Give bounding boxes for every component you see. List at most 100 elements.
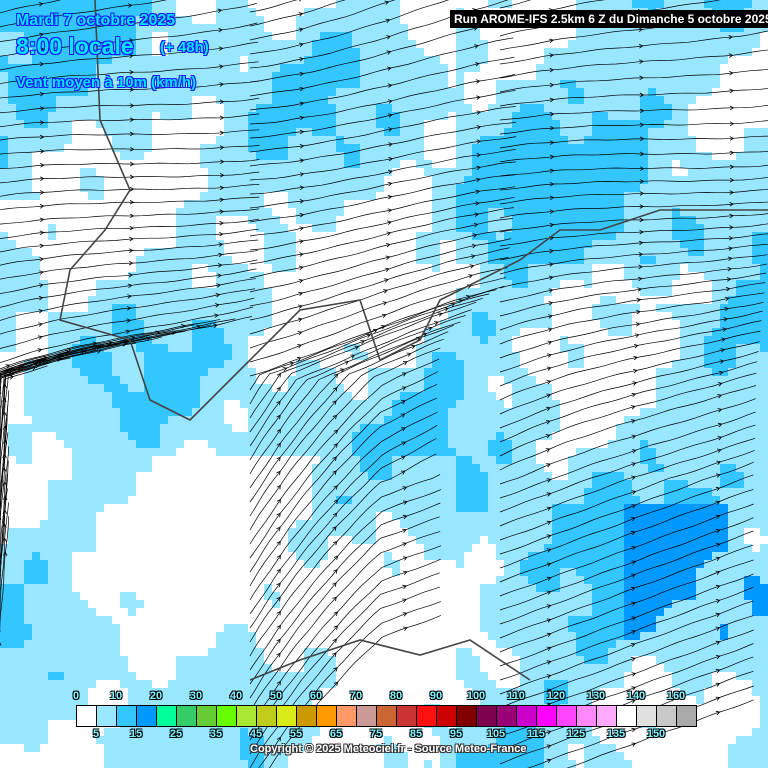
wind-cell	[408, 128, 416, 136]
wind-cell	[32, 424, 40, 432]
wind-cell	[528, 536, 536, 544]
wind-cell	[168, 328, 176, 336]
wind-cell	[624, 184, 632, 192]
wind-cell	[160, 72, 168, 80]
wind-cell	[144, 344, 152, 352]
wind-cell	[64, 56, 72, 64]
wind-cell	[312, 400, 320, 408]
wind-cell	[128, 376, 136, 384]
wind-cell	[576, 456, 584, 464]
wind-cell	[208, 360, 216, 368]
wind-cell	[104, 72, 112, 80]
wind-cell	[480, 120, 488, 128]
wind-cell	[56, 504, 64, 512]
wind-cell	[320, 376, 328, 384]
wind-cell	[656, 128, 664, 136]
wind-cell	[296, 208, 304, 216]
wind-cell	[336, 520, 344, 528]
wind-cell	[664, 120, 672, 128]
wind-cell	[224, 352, 232, 360]
wind-cell	[656, 152, 664, 160]
wind-cell	[688, 432, 696, 440]
wind-cell	[432, 264, 440, 272]
wind-cell	[408, 40, 416, 48]
wind-cell	[392, 392, 400, 400]
wind-cell	[592, 464, 600, 472]
wind-cell	[128, 480, 136, 488]
wind-cell	[328, 408, 336, 416]
wind-cell	[696, 80, 704, 88]
wind-cell	[0, 168, 8, 176]
wind-cell	[672, 96, 680, 104]
wind-cell	[712, 272, 720, 280]
wind-cell	[512, 184, 520, 192]
wind-cell	[280, 408, 288, 416]
wind-cell	[480, 592, 488, 600]
wind-cell	[264, 176, 272, 184]
wind-cell	[384, 480, 392, 488]
wind-cell	[56, 344, 64, 352]
wind-cell	[680, 520, 688, 528]
wind-cell	[632, 0, 640, 8]
wind-cell	[104, 360, 112, 368]
wind-cell	[496, 264, 504, 272]
wind-cell	[624, 168, 632, 176]
wind-cell	[8, 24, 16, 32]
wind-cell	[232, 40, 240, 48]
wind-cell	[528, 384, 536, 392]
wind-cell	[744, 280, 752, 288]
wind-cell	[344, 40, 352, 48]
wind-cell	[512, 576, 520, 584]
wind-cell	[512, 216, 520, 224]
wind-cell	[8, 104, 16, 112]
wind-cell	[592, 544, 600, 552]
wind-cell	[760, 512, 768, 520]
wind-cell	[424, 432, 432, 440]
wind-cell	[176, 80, 184, 88]
wind-cell	[136, 0, 144, 8]
wind-cell	[224, 144, 232, 152]
wind-cell	[544, 472, 552, 480]
wind-cell	[696, 344, 704, 352]
wind-cell	[744, 400, 752, 408]
wind-cell	[208, 248, 216, 256]
wind-cell	[344, 184, 352, 192]
wind-cell	[192, 312, 200, 320]
wind-cell	[568, 592, 576, 600]
wind-cell	[224, 264, 232, 272]
wind-cell	[632, 592, 640, 600]
wind-cell	[120, 128, 128, 136]
wind-cell	[80, 600, 88, 608]
wind-cell	[368, 488, 376, 496]
wind-cell	[504, 424, 512, 432]
wind-cell	[720, 536, 728, 544]
wind-cell	[176, 296, 184, 304]
wind-cell	[32, 608, 40, 616]
wind-cell	[744, 480, 752, 488]
wind-cell	[520, 144, 528, 152]
wind-cell	[512, 160, 520, 168]
wind-cell	[520, 520, 528, 528]
wind-cell	[392, 432, 400, 440]
wind-cell	[744, 240, 752, 248]
wind-cell	[552, 576, 560, 584]
wind-cell	[408, 120, 416, 128]
wind-cell	[392, 64, 400, 72]
wind-cell	[640, 472, 648, 480]
wind-cell	[688, 152, 696, 160]
wind-cell	[80, 392, 88, 400]
wind-cell	[392, 48, 400, 56]
wind-cell	[576, 192, 584, 200]
wind-cell	[136, 400, 144, 408]
wind-cell	[600, 608, 608, 616]
wind-cell	[272, 64, 280, 72]
wind-cell	[736, 472, 744, 480]
wind-cell	[8, 176, 16, 184]
wind-cell	[384, 8, 392, 16]
wind-cell	[760, 168, 768, 176]
wind-cell	[648, 464, 656, 472]
wind-cell	[608, 144, 616, 152]
wind-cell	[520, 440, 528, 448]
wind-cell	[0, 88, 8, 96]
wind-cell	[624, 64, 632, 72]
